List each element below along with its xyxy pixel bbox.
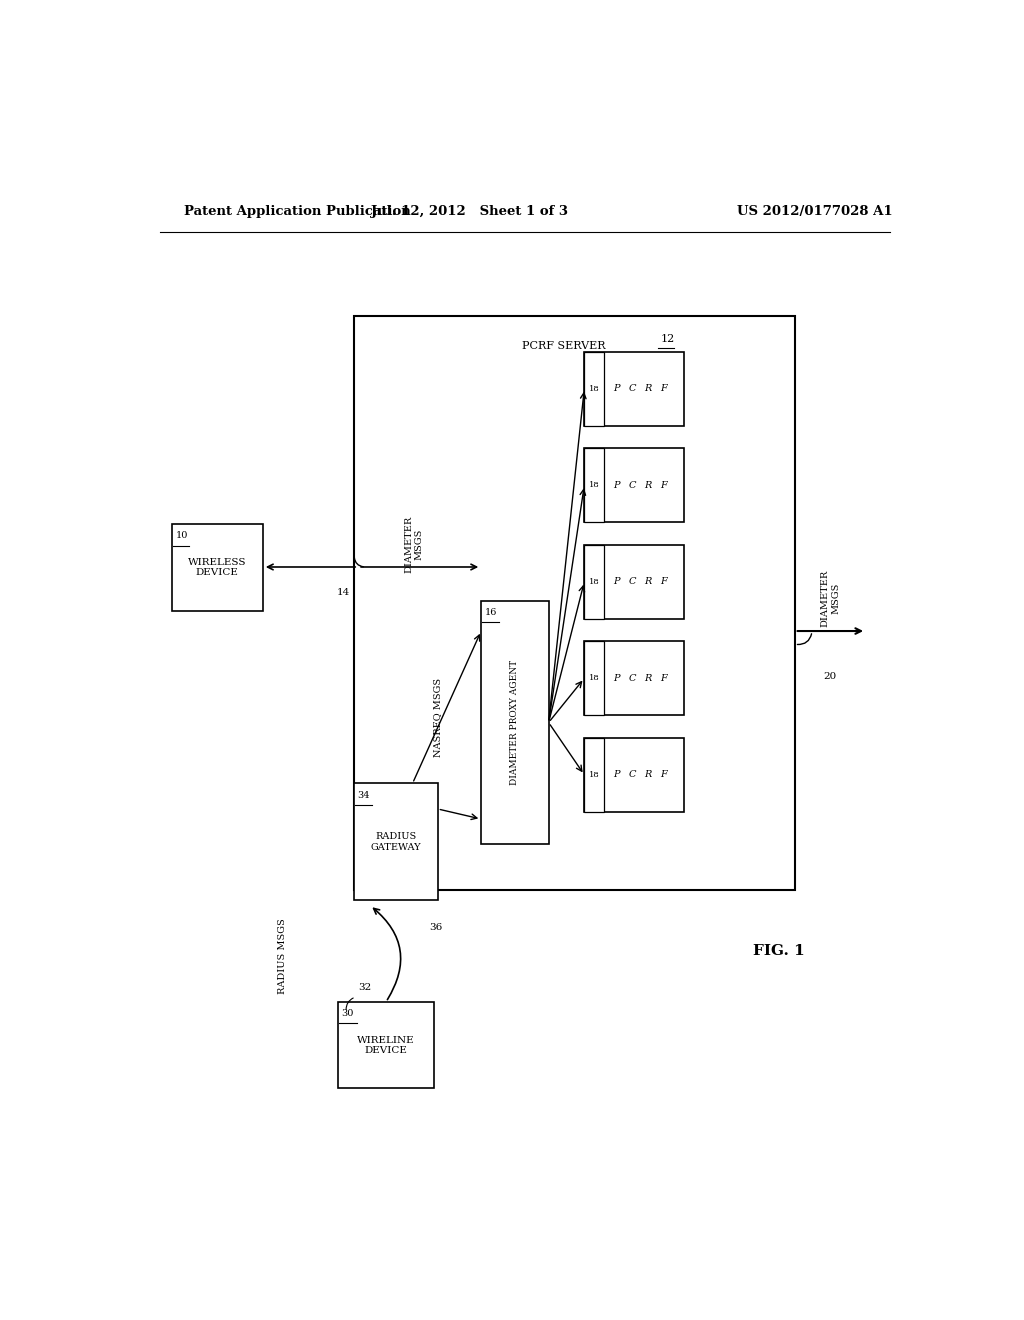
Text: P: P [612, 673, 620, 682]
Text: RADIUS MSGS: RADIUS MSGS [279, 919, 288, 994]
Bar [585, 642, 604, 715]
Text: 16: 16 [484, 607, 497, 616]
Text: P: P [612, 577, 620, 586]
Text: R: R [644, 673, 651, 682]
Bar [585, 447, 604, 523]
Text: RADIUS
GATEWAY: RADIUS GATEWAY [371, 832, 421, 851]
Text: DIAMETER
MSGS: DIAMETER MSGS [820, 570, 840, 627]
Bar [585, 351, 684, 426]
Text: 18: 18 [589, 771, 600, 779]
Text: P: P [612, 480, 620, 490]
Text: C: C [628, 771, 636, 779]
Bar [481, 601, 549, 845]
Text: C: C [628, 384, 636, 393]
Text: R: R [644, 771, 651, 779]
Text: 10: 10 [176, 532, 188, 540]
Text: 36: 36 [430, 923, 442, 932]
Bar [585, 351, 604, 426]
Text: FIG. 1: FIG. 1 [753, 944, 805, 958]
Text: 12: 12 [660, 334, 675, 345]
Text: F: F [660, 771, 667, 779]
Text: US 2012/0177028 A1: US 2012/0177028 A1 [736, 205, 892, 218]
Bar [585, 738, 684, 812]
Text: F: F [660, 384, 667, 393]
Text: NASREQ MSGS: NASREQ MSGS [433, 678, 442, 756]
Text: F: F [660, 577, 667, 586]
Text: 18: 18 [589, 578, 600, 586]
Text: 34: 34 [357, 791, 370, 800]
Bar [354, 784, 437, 900]
Bar [585, 545, 604, 619]
Bar [585, 545, 684, 619]
Text: F: F [660, 480, 667, 490]
Bar [338, 1002, 433, 1089]
Text: 20: 20 [823, 672, 837, 681]
Text: Jul. 12, 2012   Sheet 1 of 3: Jul. 12, 2012 Sheet 1 of 3 [371, 205, 567, 218]
Bar [172, 524, 263, 611]
Bar [585, 642, 684, 715]
Bar [585, 738, 604, 812]
Text: 14: 14 [337, 587, 350, 597]
Text: C: C [628, 577, 636, 586]
Text: P: P [612, 384, 620, 393]
Text: P: P [612, 771, 620, 779]
Text: 18: 18 [589, 675, 600, 682]
Text: C: C [628, 480, 636, 490]
Bar [585, 447, 684, 523]
Text: 18: 18 [589, 384, 600, 392]
Text: 18: 18 [589, 482, 600, 490]
Bar [354, 315, 795, 890]
Text: 30: 30 [341, 1008, 354, 1018]
Text: R: R [644, 577, 651, 586]
Text: 32: 32 [358, 983, 372, 991]
Text: F: F [660, 673, 667, 682]
Text: C: C [628, 673, 636, 682]
Text: DIAMETER
MSGS: DIAMETER MSGS [404, 516, 423, 573]
Text: Patent Application Publication: Patent Application Publication [183, 205, 411, 218]
Text: WIRELINE
DEVICE: WIRELINE DEVICE [357, 1035, 415, 1055]
Text: R: R [644, 384, 651, 393]
Text: DIAMETER PROXY AGENT: DIAMETER PROXY AGENT [510, 660, 519, 785]
Text: PCRF SERVER: PCRF SERVER [521, 342, 605, 351]
Text: WIRELESS
DEVICE: WIRELESS DEVICE [188, 558, 247, 577]
Text: R: R [644, 480, 651, 490]
